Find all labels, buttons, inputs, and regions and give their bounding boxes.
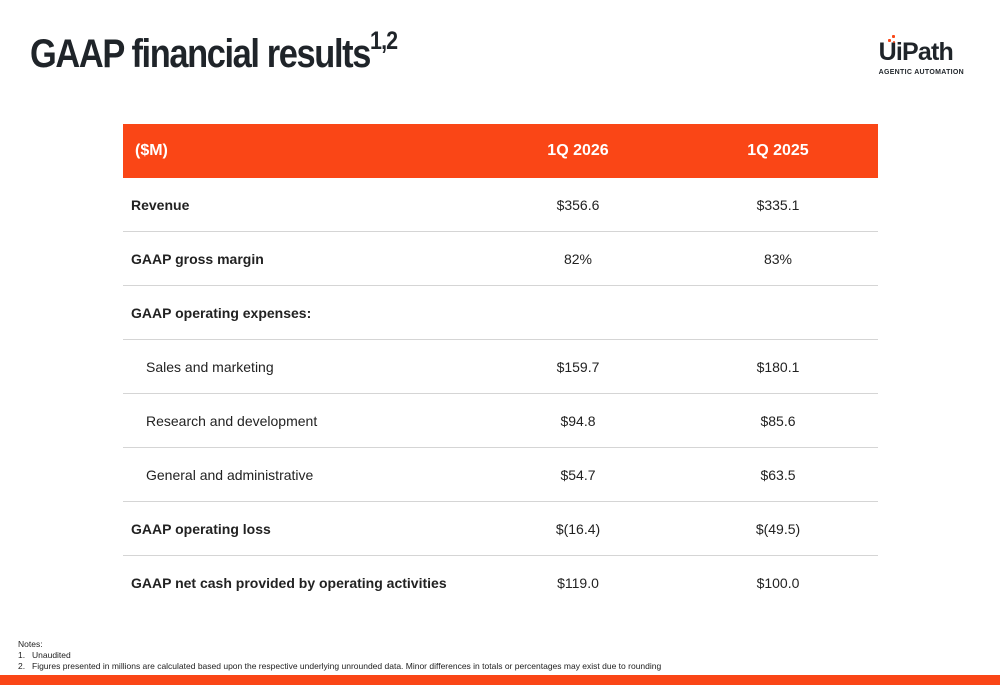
title-footnote-marker: 1,2 [369, 26, 398, 55]
footnote-text: Figures presented in millions are calcul… [32, 661, 662, 671]
uipath-logo: UiPath AGENTIC AUTOMATION [878, 35, 964, 76]
header-1q-2025: 1Q 2025 [678, 124, 878, 178]
row-label: Sales and marketing [123, 339, 478, 394]
logo-wordmark: UiPath [878, 35, 954, 66]
page-title-text: GAAP financial results [30, 32, 371, 76]
table-row-operating-loss: GAAP operating loss $(16.4) $(49.5) [123, 501, 878, 556]
value-1q-2025: $85.6 [678, 393, 878, 448]
footnote-text: Unaudited [32, 650, 71, 660]
financial-results-table: ($M) 1Q 2026 1Q 2025 Revenue $356.6 $335… [123, 124, 878, 609]
logo-tagline: AGENTIC AUTOMATION [878, 69, 964, 76]
row-label: GAAP gross margin [123, 231, 478, 286]
value-1q-2026 [478, 285, 678, 340]
value-1q-2026: $94.8 [478, 393, 678, 448]
row-label: GAAP operating loss [123, 501, 478, 556]
table-row-research-development: Research and development $94.8 $85.6 [123, 393, 878, 448]
value-1q-2025: $100.0 [756, 574, 800, 591]
footnote-item: 1. Unaudited [18, 650, 661, 661]
table-row-revenue: Revenue $356.6 $335.1 [123, 178, 878, 232]
value-1q-2026: $356.6 [478, 178, 678, 232]
value-1q-2026: $159.7 [478, 339, 678, 394]
value-1q-2025: $(49.5) [678, 501, 878, 556]
footnote-number: 1. [18, 650, 26, 660]
value-1q-2026: $(16.4) [478, 501, 678, 556]
header-units: ($M) [123, 124, 478, 178]
value-1q-2025: $63.5 [678, 447, 878, 502]
value-1q-2026: $54.7 [478, 447, 678, 502]
bottom-accent-bar [0, 675, 1000, 685]
table-row-gross-margin: GAAP gross margin 82% 83% [123, 231, 878, 286]
footnote-number: 2. [18, 661, 26, 671]
table-row-general-administrative: General and administrative $54.7 $63.5 [123, 447, 878, 502]
value-1q-2025: $180.1 [678, 339, 878, 394]
row-label: GAAP operating expenses: [123, 285, 478, 340]
row-label: Research and development [123, 393, 478, 448]
table-row-operating-expenses: GAAP operating expenses: [123, 285, 878, 340]
row-label: General and administrative [123, 447, 478, 502]
header-1q-2026: 1Q 2026 [478, 124, 678, 178]
table-header-row: ($M) 1Q 2026 1Q 2025 [123, 124, 878, 178]
row-label: GAAP net cash provided by operating acti… [131, 574, 447, 591]
logo-accent-dots-icon [887, 35, 898, 45]
value-1q-2025: 83% [678, 231, 878, 286]
value-1q-2026: $119.0 [557, 574, 599, 591]
row-label: Revenue [123, 178, 478, 232]
table-row-net-cash: GAAP net cash provided by operating acti… [123, 556, 878, 610]
footnotes: Notes: 1. Unaudited 2. Figures presented i… [18, 639, 661, 672]
value-1q-2025 [678, 285, 878, 340]
value-1q-2025: $335.1 [678, 178, 878, 232]
logo-wordmark-text: UiPath [878, 38, 954, 66]
footnotes-heading: Notes: [18, 639, 43, 649]
footnote-item: 2. Figures presented in millions are calc… [18, 661, 661, 672]
value-1q-2026: 82% [478, 231, 678, 286]
table-row-sales-marketing: Sales and marketing $159.7 $180.1 [123, 339, 878, 394]
page-title: GAAP financial results1,2 [30, 26, 398, 78]
